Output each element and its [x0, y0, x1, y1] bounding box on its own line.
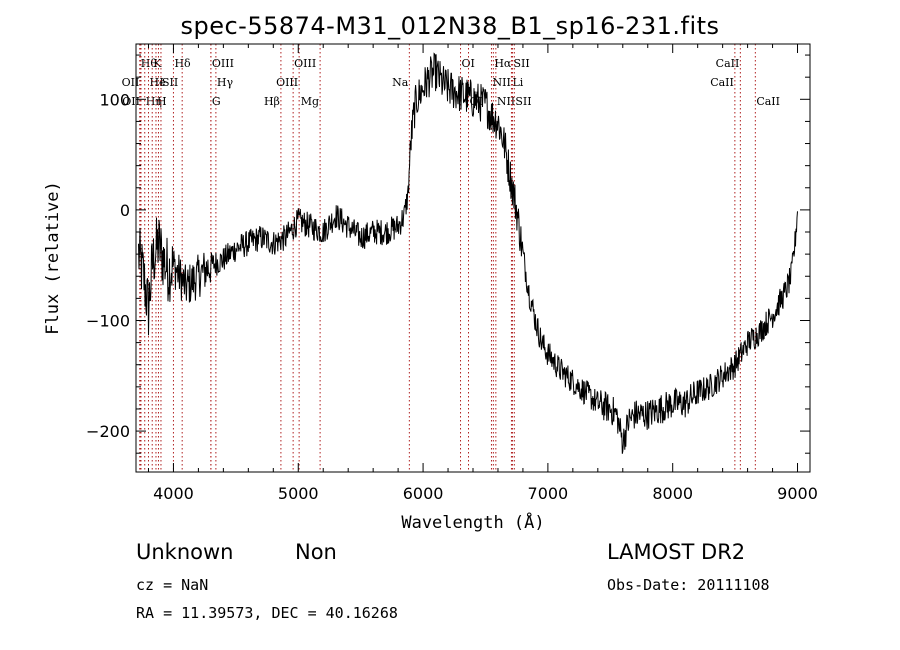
line-label: CaII — [710, 76, 734, 89]
line-label: G — [212, 95, 221, 108]
line-label: NII — [497, 95, 515, 108]
line-label: Mg — [301, 95, 319, 108]
line-label: CaII — [756, 95, 780, 108]
line-label: CaII — [716, 57, 740, 70]
x-axis-label: Wavelength (Å) — [401, 511, 544, 533]
line-label: K — [153, 57, 162, 70]
line-label: Li — [512, 76, 523, 89]
line-label: SII — [162, 76, 178, 89]
classification-label: Unknown — [136, 540, 234, 564]
redshift-label: cz = NaN — [136, 576, 209, 594]
line-label: Hδ — [174, 57, 191, 70]
coordinates-label: RA = 11.39573, DEC = 40.16268 — [136, 604, 398, 622]
line-label: OIII — [276, 76, 298, 89]
x-tick-label: 8000 — [652, 484, 693, 503]
line-label: Hγ — [217, 76, 234, 89]
x-tick-label: 9000 — [777, 484, 818, 503]
plot-frame — [135, 43, 811, 473]
y-tick-label: 0 — [120, 201, 130, 220]
line-label: OIII — [294, 57, 316, 70]
line-label: NII — [492, 76, 510, 89]
survey-label: LAMOST DR2 — [607, 540, 746, 564]
line-label: Hη — [146, 95, 162, 108]
x-tick-label: 6000 — [403, 484, 444, 503]
obs-date-label: Obs-Date: 20111108 — [607, 576, 770, 594]
line-label: Hα — [494, 57, 512, 70]
x-tick-label: 7000 — [528, 484, 569, 503]
line-label: OII — [122, 76, 140, 89]
chart-title: spec-55874-M31_012N38_B1_sp16-231.fits — [180, 12, 720, 40]
line-label: SII — [515, 95, 531, 108]
line-label: OIII — [212, 57, 234, 70]
y-tick-label: −200 — [86, 422, 130, 441]
spectrum-line — [138, 52, 798, 454]
line-label: Na — [392, 76, 409, 89]
line-label: H — [157, 95, 167, 108]
y-axis-label: Flux (relative) — [43, 181, 63, 335]
y-tick-label: −100 — [86, 311, 130, 330]
line-label: Hβ — [264, 95, 280, 108]
x-tick-label: 5000 — [278, 484, 319, 503]
line-label: SII — [513, 57, 529, 70]
subclass-label: Non — [295, 540, 337, 564]
y-tick-label: 100 — [99, 90, 130, 109]
line-label: OI — [462, 57, 475, 70]
line-label: I — [159, 76, 163, 89]
line-label: He — [149, 76, 165, 89]
x-tick-label: 4000 — [153, 484, 194, 503]
